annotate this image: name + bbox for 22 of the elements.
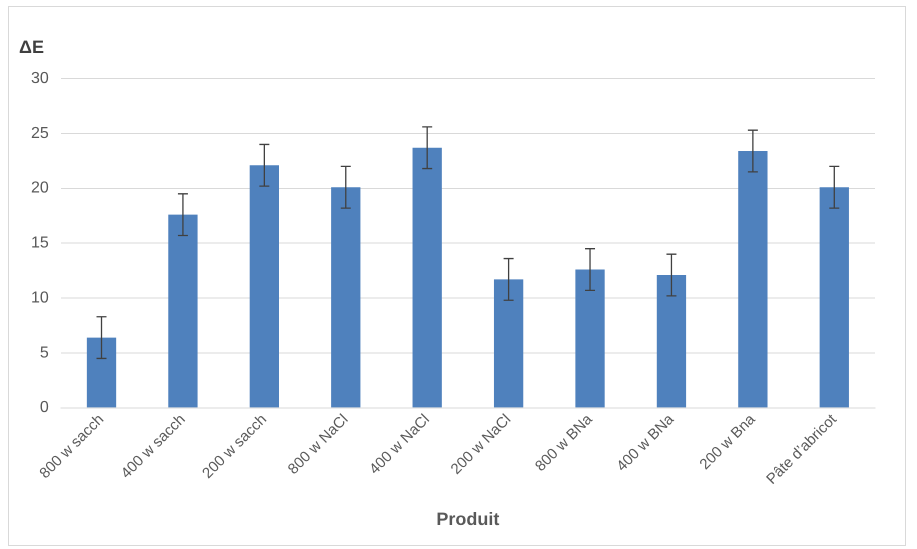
y-tick-label: 0 bbox=[40, 399, 49, 416]
y-tick-label: 25 bbox=[31, 124, 49, 142]
bar bbox=[494, 279, 524, 408]
bar bbox=[575, 270, 605, 408]
bar bbox=[250, 165, 280, 408]
x-tick-label: 800 w BNa bbox=[532, 410, 596, 475]
y-axis-title: ΔE bbox=[19, 36, 44, 57]
bar bbox=[738, 151, 768, 408]
y-tick-label: 20 bbox=[31, 180, 49, 197]
y-tick-label: 30 bbox=[31, 70, 49, 88]
bar bbox=[86, 338, 116, 408]
bar bbox=[820, 187, 849, 408]
x-axis-title: Produit bbox=[436, 509, 500, 530]
y-tick-label: 10 bbox=[31, 289, 49, 306]
x-tick-label: 200 w Bna bbox=[696, 410, 760, 474]
bar bbox=[412, 148, 442, 408]
bar bbox=[168, 214, 198, 408]
bar bbox=[331, 187, 360, 408]
x-tick-label: 400 w BNa bbox=[613, 410, 678, 475]
bar bbox=[656, 275, 686, 408]
y-tick-label: 5 bbox=[40, 344, 49, 362]
y-tick-label: 15 bbox=[31, 234, 49, 252]
